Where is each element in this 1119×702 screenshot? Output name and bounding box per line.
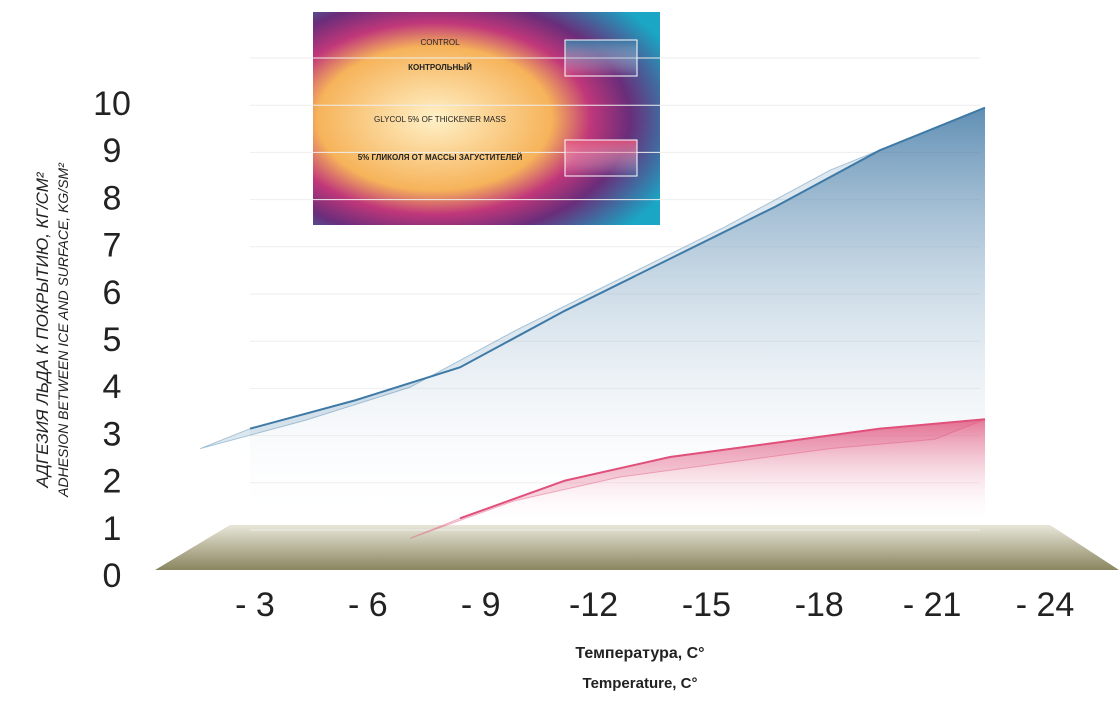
y-axis-title-en: ADHESION BETWEEN ICE AND SURFACE, KG/SM² (55, 162, 71, 498)
y-tick-label: 9 (103, 132, 122, 170)
y-tick-label: 0 (103, 557, 122, 595)
x-tick-label: - 9 (461, 586, 501, 624)
legend-swatch (565, 140, 637, 176)
x-tick-label: - 24 (1016, 586, 1075, 624)
y-tick-label: 6 (103, 274, 122, 312)
y-tick-label: 5 (103, 321, 122, 359)
x-tick-label: -15 (682, 586, 731, 624)
x-axis-title-en: Temperature, C° (583, 675, 698, 692)
y-tick-label: 8 (103, 179, 122, 217)
y-tick-label: 10 (93, 85, 131, 123)
y-tick-label: 7 (103, 227, 122, 265)
x-tick-label: - 6 (348, 586, 388, 624)
x-tick-label: - 3 (235, 586, 275, 624)
y-tick-label: 1 (103, 510, 122, 548)
x-tick-label: -18 (795, 586, 844, 624)
legend-label-en: CONTROL (420, 38, 460, 47)
y-tick-label: 2 (103, 463, 122, 501)
legend-label: КОНТРОЛЬНЫЙ (408, 63, 472, 72)
chart: АДГЕЗИЯ ЛЬДА К ПОКРЫТИЮ, КГ/СМ² ADHESION… (0, 0, 1119, 697)
y-tick-label: 4 (103, 368, 122, 406)
legend-swatch (565, 40, 637, 76)
y-tick-label: 3 (103, 415, 122, 453)
x-axis-title: Температура, C° (575, 645, 704, 662)
legend-label: 5% ГЛИКОЛЯ ОТ МАССЫ ЗАГУСТИТЕЛЕЙ (358, 153, 523, 162)
x-tick-label: - 21 (903, 586, 962, 624)
floor (155, 525, 1119, 570)
y-axis-title: АДГЕЗИЯ ЛЬДА К ПОКРЫТИЮ, КГ/СМ² (33, 171, 52, 488)
x-tick-label: -12 (569, 586, 618, 624)
legend-label-en: GLYCOL 5% OF THICKENER MASS (374, 115, 506, 124)
